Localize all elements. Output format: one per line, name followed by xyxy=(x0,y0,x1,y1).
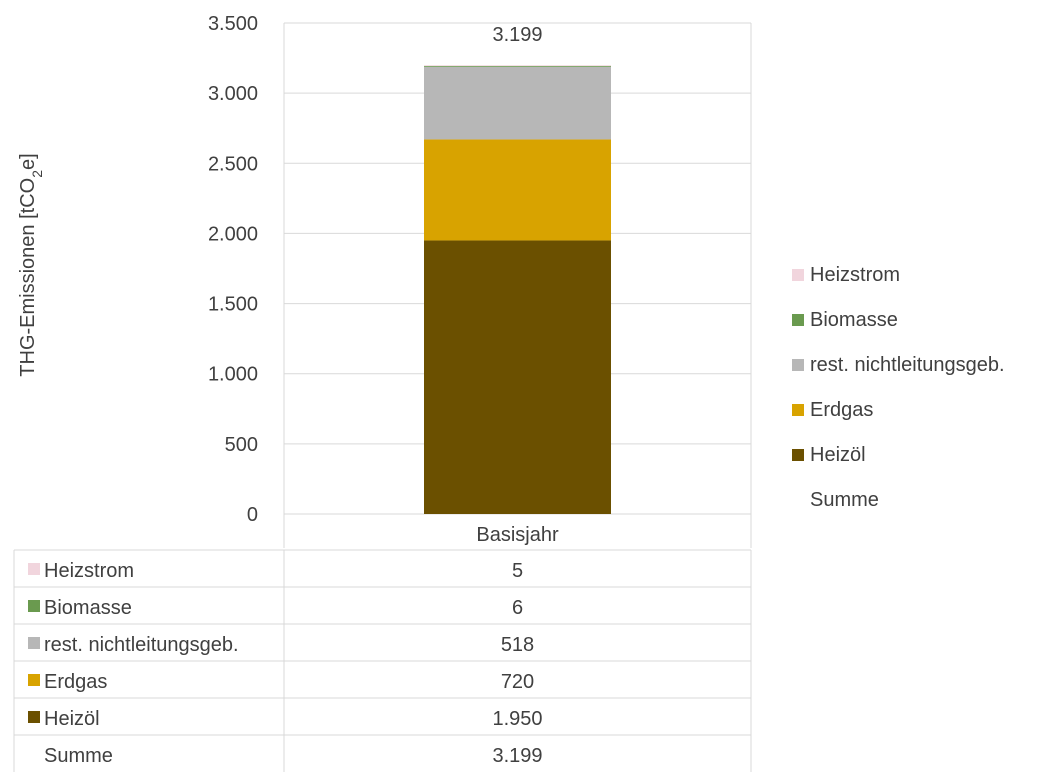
y-tick-label: 3.000 xyxy=(208,83,258,105)
category-label: Basisjahr xyxy=(476,524,559,546)
table-legend-key xyxy=(28,563,40,575)
table-row-value: 3.199 xyxy=(492,745,542,767)
legend-label: Heizstrom xyxy=(810,264,900,286)
legend: Heizstrom Biomasse rest. nichtleitungsgeb.… xyxy=(792,264,1005,511)
table-row-label: Biomasse xyxy=(44,597,132,619)
table-row-label: rest. nichtleitungsgeb. xyxy=(44,634,239,656)
table-row-label: Heizstrom xyxy=(44,560,134,582)
y-tick-label: 2.500 xyxy=(208,153,258,175)
bar-biomasse xyxy=(424,65,611,67)
y-tick-label: 500 xyxy=(225,434,258,456)
y-axis-ticks: 0 500 1.000 1.500 2.000 2.500 3.000 3.500 xyxy=(208,13,258,526)
bar-erdgas xyxy=(424,139,611,241)
table-row-value: 720 xyxy=(501,671,534,693)
legend-key xyxy=(792,449,804,461)
legend-key xyxy=(792,314,804,326)
bar-rest-nichtleitungsgeb- xyxy=(424,66,611,140)
y-tick-label: 1.500 xyxy=(208,294,258,316)
legend-label: Heizöl xyxy=(810,444,866,466)
table-row-value: 6 xyxy=(512,597,523,619)
y-tick-label: 0 xyxy=(247,504,258,526)
bar-heizstrom xyxy=(424,65,611,66)
y-tick-label: 3.500 xyxy=(208,13,258,35)
table-legend-key xyxy=(28,637,40,649)
table-row-label: Erdgas xyxy=(44,671,107,693)
table-row-label: Heizöl xyxy=(44,708,100,730)
legend-key xyxy=(792,359,804,371)
table-row-label: Summe xyxy=(44,745,113,767)
total-data-label: 3.199 xyxy=(492,24,542,46)
legend-label: rest. nichtleitungsgeb. xyxy=(810,354,1005,376)
data-table: Basisjahr Heizstrom 5 Biomasse 6 rest. nichtl… xyxy=(13,514,752,772)
y-axis-title: THG-Emissionen [tCO2e] xyxy=(17,153,45,376)
bar-heizöl xyxy=(424,240,611,514)
table-row-value: 5 xyxy=(512,560,523,582)
bar-stack xyxy=(424,65,611,514)
legend-label: Erdgas xyxy=(810,399,873,421)
table-row-value: 518 xyxy=(501,634,534,656)
data-labels: 3.199 xyxy=(492,24,542,46)
legend-label: Biomasse xyxy=(810,309,898,331)
legend-key xyxy=(792,269,804,281)
table-legend-key xyxy=(28,600,40,612)
table-legend-key xyxy=(28,674,40,686)
table-legend-key xyxy=(28,711,40,723)
table-row-value: 1.950 xyxy=(492,708,542,730)
legend-label: Summe xyxy=(810,489,879,511)
y-tick-label: 1.000 xyxy=(208,364,258,386)
legend-key xyxy=(792,404,804,416)
y-tick-label: 2.000 xyxy=(208,223,258,245)
